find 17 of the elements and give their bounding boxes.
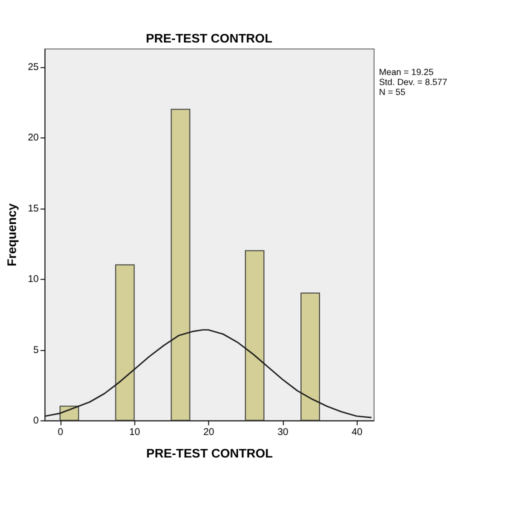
text: N = 55 (378, 86, 406, 97)
y-tick-label: 0 (33, 415, 40, 426)
x-axis-title: PRE-TEST CONTROL (146, 446, 274, 460)
text: Std. Dev. = 8.577 (378, 76, 448, 87)
y-tick-label: 5 (33, 344, 40, 356)
x-tick-label: 30 (277, 427, 289, 438)
y-tick-label: 15 (28, 203, 40, 214)
y-axis-title: Frequency (5, 203, 20, 266)
x-tick-label: 40 (352, 427, 364, 438)
text: Mean = 19.25 (378, 67, 434, 78)
x-tick-label: 10 (129, 427, 141, 438)
chart-title: PRE-TEST CONTROL (146, 31, 273, 46)
y-tick-label: 20 (28, 132, 40, 144)
y-tick-label: 25 (28, 62, 40, 73)
x-tick-label: 20 (203, 427, 215, 438)
y-tick-label: 10 (28, 274, 40, 286)
x-tick-label: 0 (58, 427, 64, 438)
